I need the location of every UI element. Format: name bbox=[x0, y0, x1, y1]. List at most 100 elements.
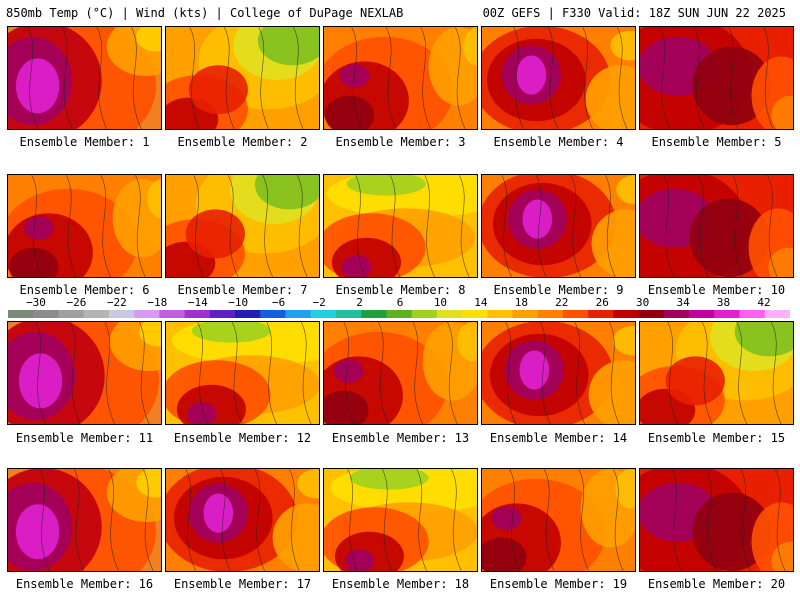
height-contour-line bbox=[616, 27, 628, 129]
height-contour-line bbox=[343, 322, 354, 424]
height-contour-line bbox=[131, 27, 142, 129]
height-contour-line bbox=[135, 175, 146, 277]
temperature-contour-fill bbox=[18, 353, 63, 409]
temperature-contour-fill bbox=[588, 360, 635, 424]
ensemble-map-panel bbox=[639, 321, 794, 425]
height-contour-line bbox=[258, 27, 269, 129]
colorbar-cell bbox=[663, 310, 690, 318]
ensemble-member-label: Ensemble Member: 2 bbox=[177, 135, 308, 149]
height-contour-line bbox=[27, 27, 38, 129]
colorbar-tick-label: −2 bbox=[312, 296, 326, 309]
colorbar-tick-label: 14 bbox=[474, 296, 488, 309]
temperature-contour-fill bbox=[15, 58, 60, 114]
map-title: 850mb Temp (°C) | Wind (kts) | College o… bbox=[6, 6, 404, 20]
colorbar-cell bbox=[235, 310, 261, 318]
ensemble-member-label: Ensemble Member: 1 bbox=[19, 135, 150, 149]
temperature-contour-fill bbox=[8, 247, 59, 277]
height-contour-line bbox=[605, 175, 616, 277]
height-contour-line bbox=[69, 322, 81, 424]
height-contour-line bbox=[412, 322, 424, 424]
temperature-contour-fill bbox=[613, 325, 635, 356]
height-contour-line bbox=[667, 322, 678, 424]
ensemble-map-panel bbox=[323, 468, 478, 572]
height-contour-line bbox=[104, 322, 115, 424]
colorbar-cell bbox=[487, 310, 514, 318]
colorbar-tick-label: −14 bbox=[187, 296, 208, 309]
height-contour-line bbox=[351, 27, 362, 129]
height-contour-line bbox=[73, 469, 85, 571]
height-contour-line bbox=[300, 322, 312, 424]
temperature-contour-fill bbox=[346, 175, 426, 196]
ensemble-map-panel bbox=[7, 26, 162, 130]
colorbar-cell bbox=[159, 310, 186, 318]
height-contour-line bbox=[447, 322, 458, 424]
temperature-contour-fill bbox=[457, 322, 477, 362]
ensemble-map-panel bbox=[7, 468, 162, 572]
height-contour-line bbox=[574, 322, 585, 424]
ensemble-member-label: Ensemble Member: 10 bbox=[647, 283, 786, 297]
temperature-contour-fill bbox=[139, 322, 161, 347]
ensemble-map-panel bbox=[481, 174, 636, 278]
ensemble-map-panel bbox=[165, 321, 320, 425]
height-contour-line bbox=[770, 322, 782, 424]
ensemble-member-label: Ensemble Member: 15 bbox=[647, 431, 786, 445]
ensemble-map-panel bbox=[639, 174, 794, 278]
height-contour-line bbox=[35, 322, 46, 424]
temperature-contour-fill bbox=[692, 492, 772, 571]
temperature-contour-fill bbox=[522, 199, 553, 239]
ensemble-map-panel bbox=[7, 174, 162, 278]
height-contour-line bbox=[355, 175, 366, 277]
colorbar-cell bbox=[436, 310, 463, 318]
temperature-contour-fill bbox=[616, 175, 635, 205]
height-contour-line bbox=[65, 175, 77, 277]
colorbar-tick-label: 6 bbox=[396, 296, 404, 309]
height-contour-line bbox=[671, 469, 682, 571]
height-contour-line bbox=[31, 175, 42, 277]
colorbar-cell bbox=[411, 310, 438, 318]
colorbar-cell bbox=[310, 310, 337, 318]
height-contour-line bbox=[266, 322, 277, 424]
colorbar-cell bbox=[285, 310, 312, 318]
temperature-contour-fill bbox=[15, 504, 60, 560]
temperature-contour-fill bbox=[147, 178, 161, 219]
height-contour-line bbox=[582, 27, 593, 129]
height-contour-line bbox=[262, 175, 273, 277]
ensemble-member-label: Ensemble Member: 8 bbox=[335, 283, 466, 297]
height-contour-line bbox=[193, 175, 204, 277]
temperature-contour-fill bbox=[771, 541, 793, 571]
colorbar-cell bbox=[335, 310, 362, 318]
temperature-contour-fill bbox=[610, 30, 635, 61]
temperature-contour-fill bbox=[689, 198, 769, 277]
colorbar-tick-label: −26 bbox=[66, 296, 87, 309]
ensemble-member-label: Ensemble Member: 12 bbox=[173, 431, 312, 445]
height-contour-line bbox=[185, 469, 196, 571]
temperature-contour-fill bbox=[191, 322, 271, 343]
valid-time: 00Z GEFS | F330 Valid: 18Z SUN JUN 22 20… bbox=[482, 6, 786, 20]
temperature-contour-fill bbox=[185, 209, 245, 259]
height-contour-line bbox=[663, 175, 674, 277]
ensemble-map-panel bbox=[165, 26, 320, 130]
ensemble-member-label: Ensemble Member: 7 bbox=[177, 283, 308, 297]
height-contour-line bbox=[100, 175, 111, 277]
colorbar-cell bbox=[134, 310, 160, 318]
temperature-contour-fill bbox=[23, 216, 54, 240]
height-contour-line bbox=[254, 469, 266, 571]
colorbar-cell bbox=[386, 310, 413, 318]
ensemble-map-panel bbox=[481, 26, 636, 130]
colorbar-tick-label: 22 bbox=[555, 296, 569, 309]
height-contour-line bbox=[39, 469, 50, 571]
height-contour-line bbox=[381, 469, 393, 571]
colorbar-cell bbox=[83, 310, 110, 318]
ensemble-member-label: Ensemble Member: 20 bbox=[647, 577, 786, 591]
temperature-contour-fill bbox=[333, 359, 364, 383]
temperature-contour-fill bbox=[585, 65, 635, 129]
colorbar-cell bbox=[58, 310, 85, 318]
height-contour-line bbox=[454, 27, 466, 129]
colorbar-tick-label: 18 bbox=[514, 296, 528, 309]
height-contour-line bbox=[108, 469, 119, 571]
height-contour-line bbox=[501, 175, 512, 277]
colorbar-cell bbox=[209, 310, 236, 318]
colorbar-cell bbox=[537, 310, 564, 318]
colorbar-tick-label: 34 bbox=[676, 296, 690, 309]
colorbar-tick-label: −6 bbox=[272, 296, 286, 309]
